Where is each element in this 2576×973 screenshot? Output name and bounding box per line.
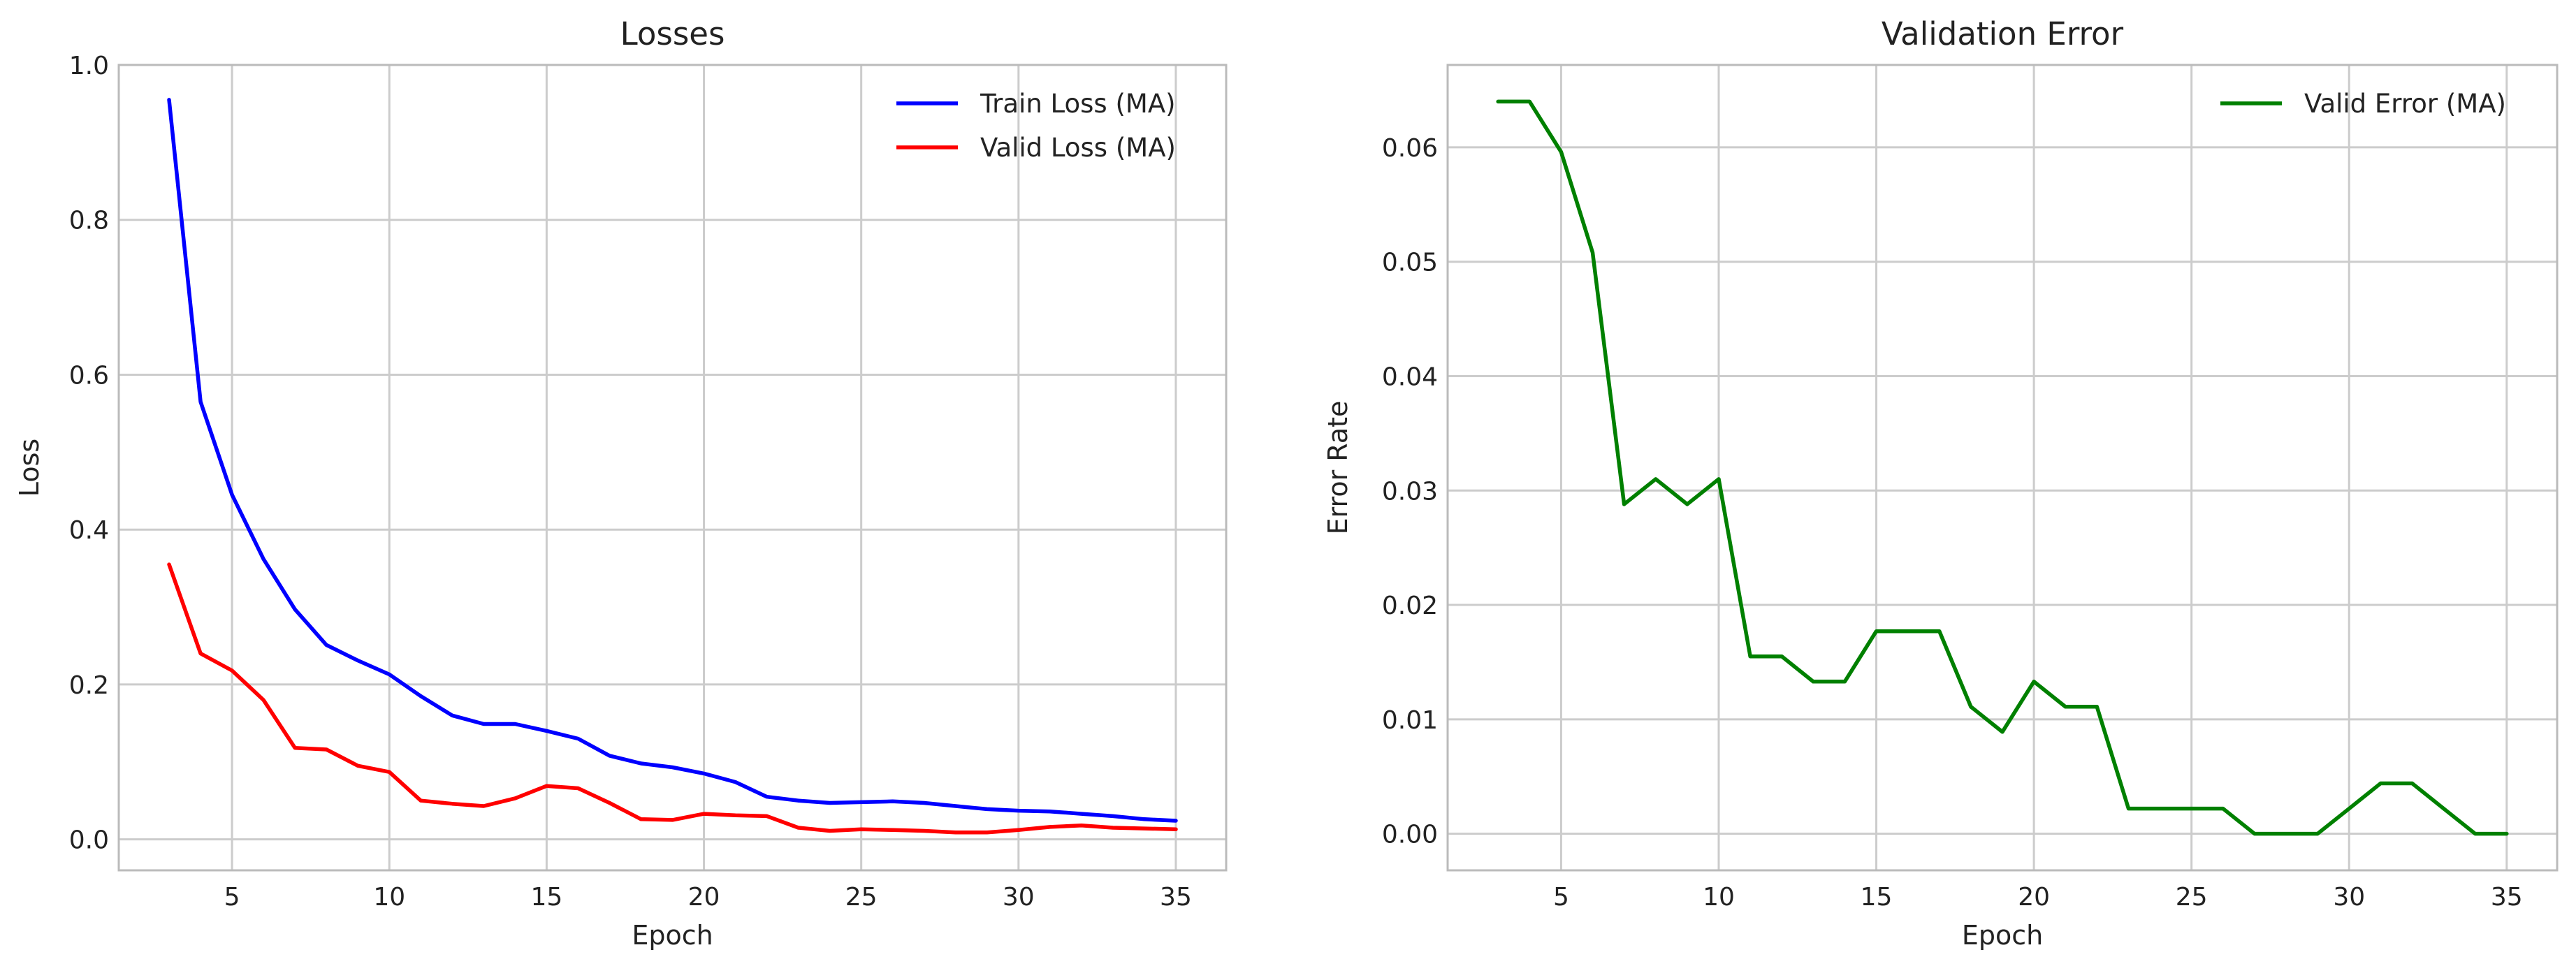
legend-label: Valid Error (MA) — [2304, 89, 2506, 119]
x-tick-label: 25 — [2176, 883, 2208, 912]
y-tick-label: 0.2 — [69, 671, 109, 700]
plot-frame — [117, 64, 1228, 872]
chart-title: Losses — [620, 15, 725, 52]
y-tick-label: 1.0 — [69, 52, 109, 80]
y-tick-label: 0.03 — [1382, 477, 1438, 506]
x-tick-label: 15 — [1861, 883, 1893, 912]
y-axis-label: Error Rate — [1323, 401, 1353, 535]
x-tick-label: 20 — [688, 883, 720, 912]
x-tick-label: 10 — [1703, 883, 1735, 912]
series-line-2 — [167, 562, 1178, 835]
legend-label: Valid Loss (MA) — [980, 133, 1176, 163]
series-line-1 — [1496, 99, 2509, 836]
chart-panel-1: 5 10 15 20 25 30 35 0.0 0.2 0.4 0.6 0.8 1.0 Losses Epo… — [14, 15, 1228, 951]
y-tick-label: 0.05 — [1382, 249, 1438, 277]
legend-label: Train Loss (MA) — [980, 89, 1176, 119]
y-tick-label: 0.02 — [1382, 592, 1438, 620]
y-tick-label: 0.06 — [1382, 134, 1438, 163]
legend: Valid Error (MA) — [2220, 89, 2506, 119]
plot-frame — [1446, 64, 2559, 872]
y-tick-label: 0.4 — [69, 516, 109, 545]
x-tick-label: 20 — [2018, 883, 2050, 912]
x-tick-label: 35 — [1160, 883, 1192, 912]
legend: Train Loss (MA) Valid Loss (MA) — [896, 89, 1176, 163]
x-axis-label: Epoch — [1962, 920, 2043, 951]
y-tick-label: 0.0 — [69, 826, 109, 855]
y-tick-label: 0.8 — [69, 207, 109, 235]
x-tick-label: 5 — [1553, 883, 1569, 912]
y-tick-label: 0.01 — [1382, 706, 1438, 735]
y-axis-label: Loss — [14, 439, 45, 497]
x-tick-label: 10 — [373, 883, 405, 912]
x-tick-label: 35 — [2491, 883, 2523, 912]
chart-panel-2: 5 10 15 20 25 30 35 0.00 0.01 0.02 0.03 0.04 0.05 0.0… — [1323, 15, 2559, 951]
x-tick-label: 30 — [1003, 883, 1035, 912]
y-tick-label: 0.6 — [69, 361, 109, 390]
x-tick-label: 25 — [845, 883, 878, 912]
x-tick-label: 5 — [224, 883, 240, 912]
x-axis-label: Epoch — [632, 920, 713, 951]
x-tick-label: 30 — [2333, 883, 2365, 912]
chart-title: Validation Error — [1882, 15, 2124, 52]
y-tick-label: 0.04 — [1382, 363, 1438, 391]
series-line-1 — [167, 98, 1178, 823]
x-tick-label: 15 — [530, 883, 562, 912]
y-tick-label: 0.00 — [1382, 821, 1438, 849]
